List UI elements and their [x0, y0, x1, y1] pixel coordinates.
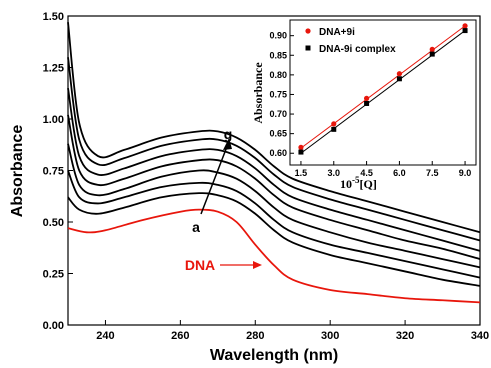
point-dna-9i — [363, 95, 370, 101]
titration-spectrum-line-5 — [67, 87, 481, 252]
titration-spectrum-line-4 — [67, 114, 481, 260]
legend-marker-dna-9i-complex — [305, 45, 311, 51]
dna-arrow-head — [253, 261, 262, 269]
main-x-ticks: 240 260 280 300 320 340 — [96, 320, 489, 342]
main-y-tick-label: 1.25 — [43, 63, 64, 75]
titration-spectrum-line-6 — [67, 57, 481, 242]
main-y-tick-label: 0.75 — [43, 166, 64, 178]
main-x-axis-label: Wavelength (nm) — [210, 347, 338, 364]
inset-y-tick-label: 0.60 — [269, 148, 287, 158]
main-x-tick-label: 260 — [171, 330, 189, 342]
main-y-tick-label: 0.00 — [43, 320, 64, 332]
fit-line-dna-9i-complex — [300, 30, 466, 154]
dna-spectrum-line — [67, 208, 481, 304]
point-dna-9i — [396, 71, 403, 77]
titration-arrow — [200, 143, 229, 215]
inset-y-tick-label: 0.65 — [269, 129, 287, 139]
main-y-tick-label: 0.50 — [43, 217, 64, 229]
legend-label-dna-9i-complex: DNA-9i complex — [319, 44, 396, 55]
point-dna-9i-complex — [462, 28, 468, 34]
titration-spectrum-line-2 — [67, 170, 481, 279]
inset-y-tick-label: 0.85 — [269, 50, 287, 60]
inset-x-label-rest: [Q] — [360, 177, 377, 191]
titration-spectrum-line-1 — [67, 192, 481, 287]
point-dna-9i-complex — [331, 126, 337, 132]
inset-x-axis-label: 10-5[Q] — [340, 175, 377, 191]
main-y-tick-label: 1.50 — [43, 11, 64, 23]
inset-y-tick-label: 0.80 — [269, 70, 287, 80]
inset-x-tick-label: 6.0 — [393, 168, 406, 178]
inset-fit-lines — [300, 25, 466, 154]
inset-y-axis-label: Absorbance — [251, 62, 265, 124]
titration-arrow-head — [223, 138, 232, 150]
point-dna-9i — [298, 144, 304, 150]
inset-x-label-exp: -5 — [352, 175, 360, 185]
inset-x-label-base: 10 — [340, 177, 352, 191]
arrow-start-label: a — [192, 219, 200, 235]
point-dna-9i-complex — [396, 76, 402, 82]
main-x-tick-label: 320 — [396, 330, 414, 342]
inset-x-tick-label: 4.5 — [360, 168, 373, 178]
inset-y-tick-label: 0.90 — [269, 31, 287, 41]
point-dna-9i — [331, 121, 337, 127]
inset-y-tick-label: 0.75 — [269, 89, 287, 99]
arrow-end-label: g — [224, 126, 233, 142]
inset-points — [298, 23, 468, 155]
main-y-tick-label: 0.25 — [43, 269, 64, 281]
titration-spectrum-line-7 — [67, 22, 481, 234]
legend-label-dna-9i: DNA+9i — [319, 27, 355, 38]
main-spectra — [67, 22, 481, 304]
fit-line-dna-9i — [300, 25, 466, 149]
inset-x-tick-label: 9.0 — [459, 168, 472, 178]
inset-y-ticks: 0.60 0.65 0.70 0.75 0.80 0.85 0.90 — [269, 31, 294, 158]
inset-y-tick-label: 0.70 — [269, 109, 287, 119]
point-dna-9i-complex — [429, 51, 435, 57]
main-x-tick-label: 340 — [471, 330, 489, 342]
main-y-axis-label: Absorbance — [9, 125, 26, 218]
dna-label: DNA — [185, 257, 215, 273]
point-dna-9i-complex — [298, 149, 304, 155]
point-dna-9i — [462, 23, 468, 29]
main-y-tick-label: 1.00 — [43, 114, 64, 126]
inset-x-tick-label: 7.5 — [426, 168, 439, 178]
main-x-tick-label: 240 — [96, 330, 114, 342]
point-dna-9i-complex — [364, 100, 370, 106]
point-dna-9i — [429, 46, 435, 52]
main-x-tick-label: 280 — [246, 330, 264, 342]
inset-x-tick-label: 3.0 — [328, 168, 341, 178]
inset-x-tick-label: 1.5 — [295, 168, 308, 178]
main-y-ticks: 0.00 0.25 0.50 0.75 1.00 1.25 1.50 — [43, 11, 73, 332]
main-x-tick-label: 300 — [321, 330, 339, 342]
titration-spectrum-line-3 — [67, 143, 481, 269]
inset-x-ticks: 1.5 3.0 4.5 6.0 7.5 9.0 — [295, 161, 472, 178]
legend-marker-dna-9i — [305, 28, 311, 34]
